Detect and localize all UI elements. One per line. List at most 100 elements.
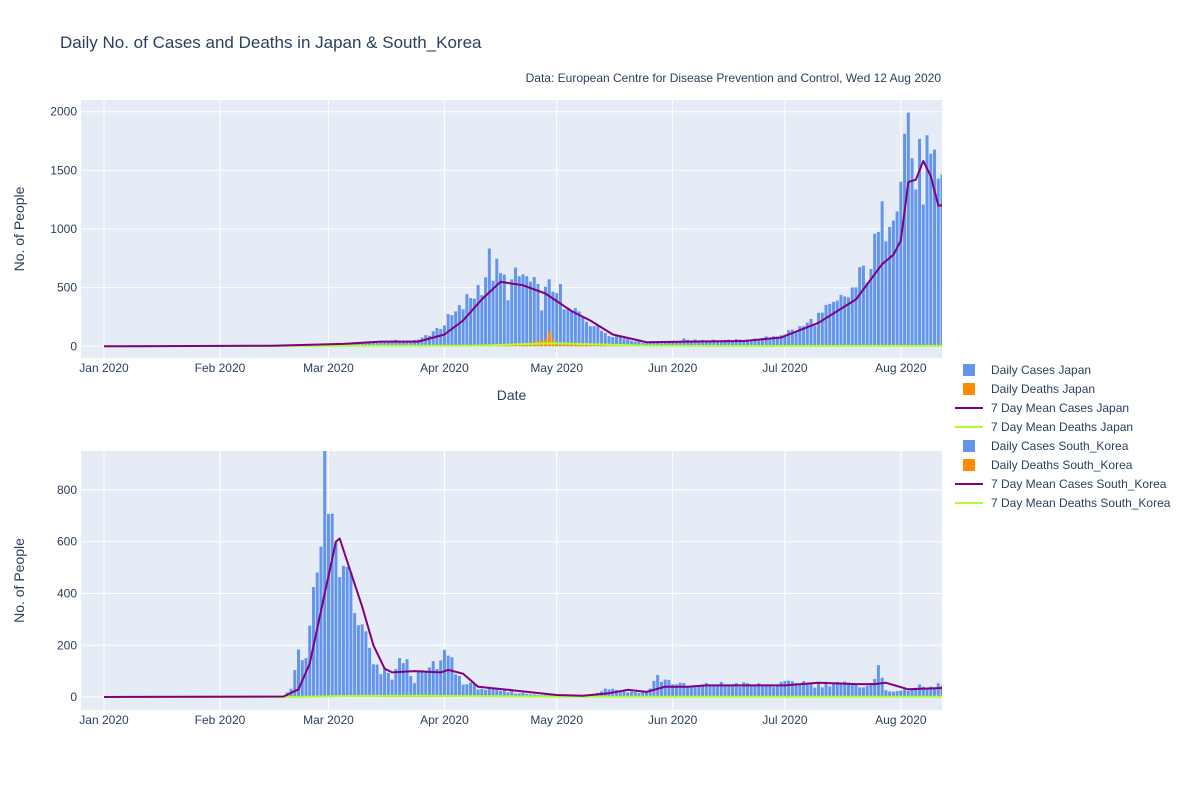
daily-cases-bar: [674, 342, 678, 347]
legend-item[interactable]: 7 Day Mean Deaths Japan: [955, 417, 1170, 436]
daily-cases-bar: [562, 309, 566, 347]
x-axis-title: Date: [497, 387, 527, 403]
daily-cases-bar: [618, 336, 622, 347]
legend-swatch-mark: [963, 363, 975, 376]
daily-cases-bar: [727, 684, 731, 698]
daily-cases-bar: [768, 684, 772, 698]
y-tick-label: 2000: [50, 105, 77, 119]
daily-cases-bar: [555, 293, 559, 347]
daily-cases-bar: [394, 669, 398, 698]
daily-cases-bar: [869, 683, 873, 698]
daily-cases-bar: [861, 265, 865, 347]
daily-cases-bar: [371, 342, 375, 347]
daily-cases-bar: [484, 689, 488, 698]
legend-item[interactable]: Daily Cases Japan: [955, 360, 1170, 379]
daily-cases-bar: [832, 684, 836, 698]
y-tick-label: 600: [57, 535, 77, 549]
daily-cases-bar: [405, 340, 409, 347]
daily-cases-bar: [731, 341, 734, 347]
daily-cases-bar: [929, 686, 933, 698]
daily-cases-bar: [506, 692, 510, 698]
daily-cases-bar: [689, 340, 693, 347]
daily-cases-bar: [843, 296, 847, 347]
plot-marks: [103, 112, 942, 348]
daily-cases-bar: [757, 683, 761, 698]
daily-cases-bar: [472, 683, 476, 698]
daily-cases-bar: [502, 690, 506, 698]
daily-cases-bar: [629, 340, 633, 347]
daily-cases-bar: [903, 133, 907, 347]
daily-cases-bar: [454, 311, 458, 347]
daily-cases-bar: [315, 572, 319, 698]
daily-cases-bar: [465, 294, 469, 347]
daily-cases-bar: [749, 340, 753, 347]
daily-cases-bar: [330, 513, 334, 698]
daily-cases-bar: [588, 326, 592, 347]
daily-cases-bar: [835, 300, 839, 347]
daily-cases-bar: [880, 201, 884, 347]
legend-swatch-mark: [963, 439, 975, 452]
daily-cases-bar: [813, 687, 817, 698]
daily-cases-bar: [667, 679, 671, 698]
daily-cases-bar: [457, 675, 461, 698]
daily-cases-bar: [637, 693, 641, 698]
legend-item[interactable]: 7 Day Mean Deaths South_Korea: [955, 493, 1170, 512]
daily-cases-bar: [940, 174, 942, 347]
daily-cases-bar: [678, 341, 682, 347]
daily-cases-bar: [914, 189, 918, 347]
legend-item[interactable]: Daily Cases South_Korea: [955, 436, 1170, 455]
daily-cases-bar: [356, 342, 360, 347]
daily-cases-bar: [918, 684, 922, 698]
x-tick-label: Mar 2020: [303, 713, 354, 727]
legend-label: 7 Day Mean Deaths Japan: [991, 419, 1134, 434]
x-tick-label: Feb 2020: [195, 361, 246, 375]
daily-cases-bar: [869, 268, 873, 347]
daily-cases-bar: [693, 339, 697, 347]
daily-cases-bar: [495, 689, 499, 698]
daily-cases-bar: [686, 687, 690, 698]
daily-cases-bar: [450, 315, 454, 347]
daily-cases-bar: [895, 211, 899, 347]
daily-cases-bar: [379, 674, 383, 698]
daily-cases-bar: [873, 678, 877, 698]
daily-cases-bar: [757, 340, 761, 347]
daily-cases-bar: [439, 329, 443, 347]
daily-cases-bar: [401, 341, 405, 347]
y-tick-label: 0: [70, 339, 77, 353]
legend-item[interactable]: 7 Day Mean Cases Japan: [955, 398, 1170, 417]
daily-cases-bar: [536, 283, 540, 347]
daily-cases-bar: [618, 691, 622, 698]
daily-cases-bar: [760, 338, 764, 347]
daily-cases-bar: [835, 681, 839, 698]
daily-cases-bar: [446, 655, 450, 698]
daily-cases-bar: [712, 339, 716, 347]
legend-item[interactable]: Daily Deaths Japan: [955, 379, 1170, 398]
daily-cases-bar: [585, 321, 589, 347]
daily-cases-bar: [716, 341, 720, 347]
daily-cases-bar: [371, 664, 375, 698]
legend[interactable]: Daily Cases Japan Daily Deaths Japan 7 Day…: [955, 360, 1170, 512]
daily-cases-bar: [858, 267, 862, 347]
daily-cases-bar: [723, 339, 727, 347]
daily-cases-bar: [749, 685, 753, 698]
legend-item[interactable]: 7 Day Mean Cases South_Korea: [955, 474, 1170, 493]
daily-cases-bar: [727, 339, 731, 347]
daily-cases-bar: [783, 681, 787, 698]
daily-cases-bar: [910, 689, 914, 698]
daily-deaths-bar: [603, 344, 607, 347]
legend-item[interactable]: Daily Deaths South_Korea: [955, 455, 1170, 474]
daily-cases-bar: [461, 309, 465, 347]
daily-cases-bar: [648, 688, 652, 698]
daily-cases-bar: [431, 661, 435, 698]
x-tick-label: May 2020: [530, 361, 583, 375]
y-tick-label: 400: [57, 586, 77, 600]
daily-cases-bar: [809, 682, 813, 698]
daily-cases-bar: [899, 181, 903, 347]
x-tick-label: Jul 2020: [762, 713, 808, 727]
daily-cases-bar: [499, 690, 503, 698]
daily-cases-bar: [734, 683, 738, 698]
daily-cases-bar: [906, 112, 910, 347]
daily-cases-bar: [607, 336, 611, 347]
daily-cases-bar: [876, 665, 880, 698]
daily-cases-bar: [802, 681, 806, 698]
